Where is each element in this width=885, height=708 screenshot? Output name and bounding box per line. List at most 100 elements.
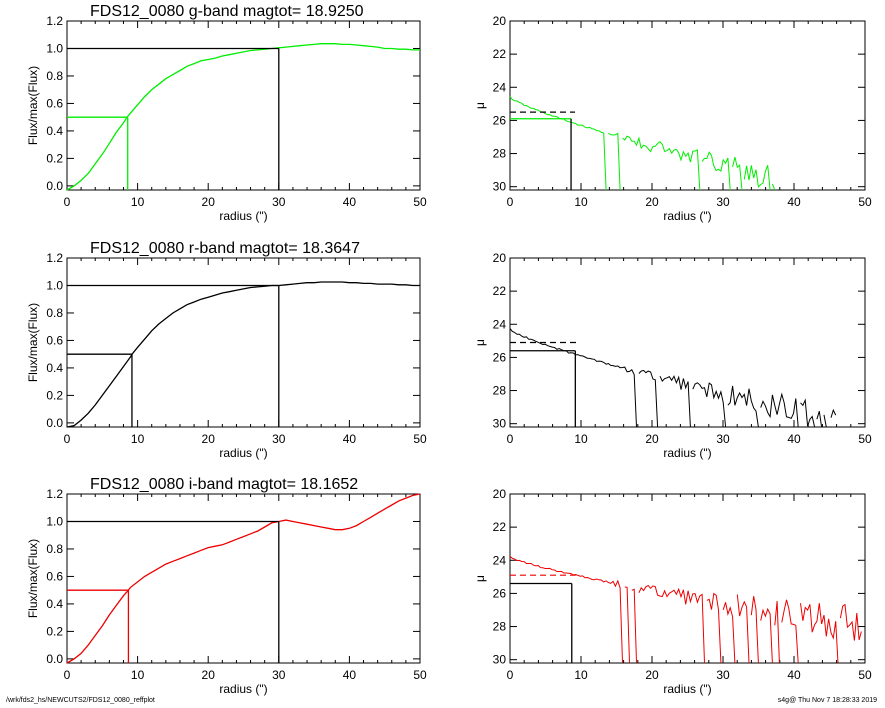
x-tick-label: 40 <box>343 432 357 446</box>
surface-brightness-profile <box>781 599 799 664</box>
x-tick-label: 30 <box>272 668 286 682</box>
x-tick-label: 50 <box>858 195 872 209</box>
y-tick-label: 0.4 <box>46 361 63 375</box>
surface-brightness-profile <box>823 414 827 428</box>
x-tick-label: 0 <box>507 668 514 682</box>
x-axis-title: radius (") <box>219 682 267 696</box>
x-tick-label: 0 <box>507 195 514 209</box>
y-tick-label: 1.0 <box>46 514 63 528</box>
x-tick-label: 0 <box>64 668 71 682</box>
x-tick-label: 30 <box>716 432 730 446</box>
x-tick-label: 40 <box>343 195 357 209</box>
y-tick-label: 1.0 <box>46 278 63 292</box>
y-axis-title: Flux/max(Flux) <box>26 303 40 382</box>
surface-brightness-profile <box>638 369 659 428</box>
x-tick-label: 0 <box>64 432 71 446</box>
surface-brightness-profile <box>743 165 771 191</box>
x-tick-label: 20 <box>645 195 659 209</box>
growth-curve-line <box>66 493 421 664</box>
y-tick-label: 24 <box>493 80 507 94</box>
panel-growth-curve-r: 0 10 20 30 40 50 0.0 0.2 0.4 0.6 0.8 1.0 1.2 radius (… <box>26 240 427 460</box>
x-tick-label: 30 <box>272 195 286 209</box>
surface-brightness-profile <box>624 586 630 664</box>
plot-frame <box>509 493 866 664</box>
surface-brightness-profile <box>839 603 862 641</box>
x-tick-label: 50 <box>858 432 872 446</box>
surface-brightness-profile <box>622 135 701 191</box>
x-tick-label: 0 <box>507 432 514 446</box>
surface-brightness-profile <box>800 398 816 428</box>
surface-brightness-profile <box>732 156 743 191</box>
x-tick-label: 30 <box>716 668 730 682</box>
x-tick-label: 20 <box>202 195 216 209</box>
surface-brightness-profile <box>631 588 637 664</box>
y-tick-label: 1.0 <box>46 41 63 55</box>
y-axis-title: Flux/max(Flux) <box>26 539 40 618</box>
y-tick-label: 26 <box>493 586 507 600</box>
surface-brightness-profile <box>706 592 722 664</box>
x-tick-label: 20 <box>645 432 659 446</box>
surface-brightness-profile <box>830 408 837 418</box>
surface-brightness-profile <box>722 602 736 664</box>
y-tick-label: 0.8 <box>46 542 63 556</box>
y-axis-title: Flux/max(Flux) <box>26 66 40 145</box>
x-tick-label: 0 <box>64 195 71 209</box>
y-axis-title: μ <box>473 575 487 582</box>
x-tick-label: 10 <box>131 668 145 682</box>
x-tick-label: 50 <box>413 668 427 682</box>
x-tick-label: 10 <box>574 432 588 446</box>
y-tick-label: 26 <box>493 113 507 127</box>
y-axis-title: μ <box>473 102 487 109</box>
y-tick-label: 22 <box>493 284 507 298</box>
y-tick-label: 26 <box>493 350 507 364</box>
y-tick-label: 0.2 <box>46 388 63 402</box>
x-tick-label: 50 <box>858 668 872 682</box>
x-tick-label: 50 <box>413 195 427 209</box>
surface-brightness-profile <box>692 382 727 428</box>
x-axis-title: radius (") <box>663 682 711 696</box>
x-tick-label: 30 <box>272 432 286 446</box>
panel-surface-brightness-i: 0 10 20 30 40 50 20 22 24 26 28 30 radius (") μ <box>473 487 872 696</box>
surface-brightness-profile <box>774 601 780 664</box>
surface-brightness-profile <box>760 607 773 664</box>
chart-title: FDS12_0080 g-band magtot= 18.9250 <box>90 3 364 20</box>
chart-title: FDS12_0080 r-band magtot= 18.3647 <box>90 240 360 257</box>
y-tick-label: 24 <box>493 553 507 567</box>
x-tick-label: 20 <box>202 432 216 446</box>
y-tick-label: 0.0 <box>46 652 63 666</box>
y-tick-label: 28 <box>493 620 507 634</box>
chart-title: FDS12_0080 i-band magtot= 18.1652 <box>90 476 358 493</box>
plot-frame <box>66 20 421 191</box>
y-tick-label: 22 <box>493 520 507 534</box>
surface-brightness-profile <box>509 328 637 428</box>
panel-growth-curve-i: 0 10 20 30 40 50 0.0 0.2 0.4 0.6 0.8 1.0 1.2 radius (… <box>26 476 427 696</box>
y-tick-label: 24 <box>493 317 507 331</box>
surface-brightness-profile <box>638 584 705 664</box>
x-tick-label: 10 <box>131 432 145 446</box>
surface-brightness-profile <box>771 183 776 191</box>
plot-frame <box>66 257 421 428</box>
y-tick-label: 0.8 <box>46 69 63 83</box>
y-tick-label: 0.2 <box>46 624 63 638</box>
surface-brightness-profile <box>816 411 823 428</box>
y-tick-label: 1.2 <box>46 251 63 265</box>
x-tick-label: 10 <box>574 195 588 209</box>
surface-brightness-profile <box>736 594 750 664</box>
y-tick-label: 28 <box>493 384 507 398</box>
footer-timestamp: s4g@ Thu Nov 7 18:28:33 2019 <box>777 697 877 704</box>
y-tick-label: 30 <box>493 180 507 194</box>
y-tick-label: 20 <box>493 14 507 28</box>
surface-brightness-profile <box>750 596 759 664</box>
surface-brightness-profile <box>727 385 759 428</box>
y-axis-title: μ <box>473 339 487 346</box>
panel-growth-curve-g: 0 10 20 30 40 50 0.0 0.2 0.4 0.6 0.8 1.0 1.2 radius (… <box>26 3 427 223</box>
y-tick-label: 0.6 <box>46 96 63 110</box>
y-tick-label: 30 <box>493 653 507 667</box>
y-tick-label: 0.0 <box>46 416 63 430</box>
y-tick-label: 22 <box>493 47 507 61</box>
y-tick-label: 0.4 <box>46 124 63 138</box>
y-tick-label: 0.6 <box>46 333 63 347</box>
panel-surface-brightness-g: 0 10 20 30 40 50 20 22 24 26 28 30 radius (") μ <box>473 14 872 223</box>
x-axis-title: radius (") <box>219 446 267 460</box>
